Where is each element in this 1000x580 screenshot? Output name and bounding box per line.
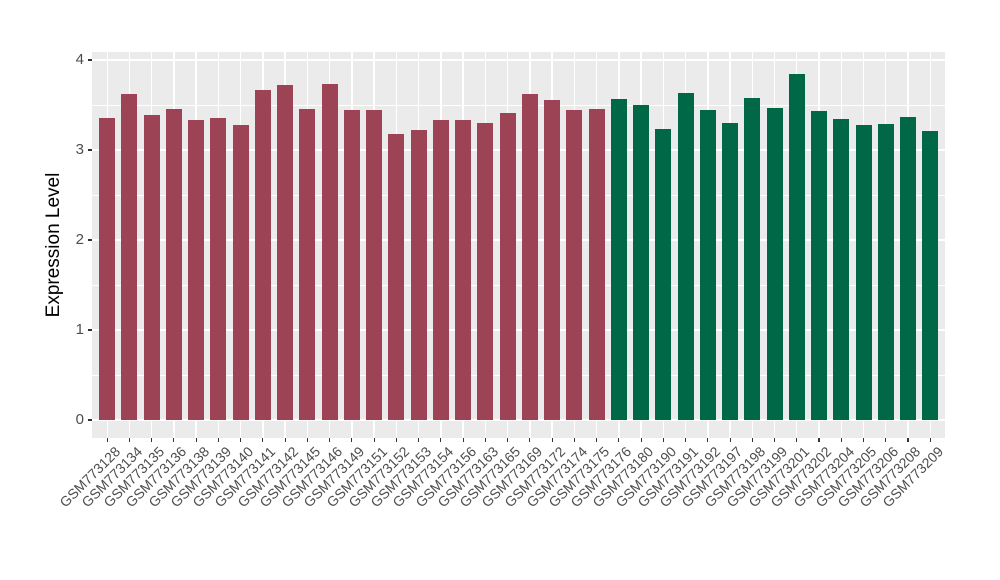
plot-panel <box>92 52 945 438</box>
bar-GSM773139 <box>210 117 227 420</box>
x-tick-mark-GSM773190 <box>662 438 664 442</box>
bar-GSM773190 <box>655 129 672 420</box>
bar-GSM773163 <box>477 123 494 420</box>
x-tick-mark-GSM773174 <box>573 438 575 442</box>
bar-GSM773206 <box>877 123 894 420</box>
bar-GSM773152 <box>388 133 405 420</box>
bar-GSM773165 <box>499 113 516 420</box>
x-tick-mark-GSM773134 <box>128 438 130 442</box>
x-tick-mark-GSM773176 <box>618 438 620 442</box>
gridline-minor-y-3.5 <box>92 104 945 106</box>
bar-GSM773202 <box>811 111 828 420</box>
bar-GSM773128 <box>99 117 116 420</box>
x-tick-mark-GSM773138 <box>195 438 197 442</box>
bar-GSM773180 <box>633 105 650 420</box>
bar-GSM773136 <box>165 108 182 420</box>
x-tick-mark-GSM773175 <box>596 438 598 442</box>
x-tick-mark-GSM773163 <box>484 438 486 442</box>
bar-GSM773209 <box>922 131 939 420</box>
y-tick-mark-4 <box>88 59 92 61</box>
bar-GSM773198 <box>744 97 761 420</box>
y-tick-label-2: 2 <box>75 231 84 248</box>
bar-GSM773145 <box>299 108 316 420</box>
y-tick-mark-1 <box>88 329 92 331</box>
x-tick-mark-GSM773136 <box>173 438 175 442</box>
bar-GSM773197 <box>722 123 739 420</box>
bar-GSM773175 <box>588 108 605 420</box>
y-tick-mark-3 <box>88 149 92 151</box>
gridline-major-y-1 <box>92 329 945 331</box>
bar-GSM773191 <box>677 93 694 420</box>
bar-GSM773146 <box>321 84 338 420</box>
x-tick-mark-GSM773204 <box>840 438 842 442</box>
x-tick-mark-GSM773156 <box>462 438 464 442</box>
bar-GSM773208 <box>900 116 917 420</box>
y-tick-label-3: 3 <box>75 141 84 158</box>
bar-GSM773174 <box>566 109 583 420</box>
gridline-major-y-3 <box>92 149 945 151</box>
x-tick-mark-GSM773191 <box>685 438 687 442</box>
x-tick-mark-GSM773141 <box>262 438 264 442</box>
x-tick-mark-GSM773154 <box>440 438 442 442</box>
x-tick-mark-GSM773202 <box>818 438 820 442</box>
bar-GSM773141 <box>254 89 271 420</box>
x-tick-mark-GSM773139 <box>217 438 219 442</box>
x-tick-mark-GSM773142 <box>284 438 286 442</box>
x-tick-mark-GSM773197 <box>729 438 731 442</box>
gridline-major-y-0 <box>92 419 945 421</box>
y-tick-mark-2 <box>88 239 92 241</box>
x-tick-mark-GSM773140 <box>240 438 242 442</box>
bar-GSM773135 <box>143 114 160 420</box>
bar-GSM773201 <box>788 74 805 420</box>
x-tick-mark-GSM773209 <box>929 438 931 442</box>
x-tick-mark-GSM773206 <box>885 438 887 442</box>
bar-GSM773176 <box>610 98 627 420</box>
x-tick-mark-GSM773128 <box>106 438 108 442</box>
bar-GSM773149 <box>343 110 360 420</box>
bar-GSM773138 <box>188 120 205 420</box>
x-tick-mark-GSM773152 <box>395 438 397 442</box>
x-tick-mark-GSM773180 <box>640 438 642 442</box>
x-tick-mark-GSM773149 <box>351 438 353 442</box>
x-tick-mark-GSM773145 <box>306 438 308 442</box>
bar-GSM773204 <box>833 119 850 420</box>
bar-GSM773156 <box>455 120 472 420</box>
x-tick-mark-GSM773169 <box>529 438 531 442</box>
x-tick-mark-GSM773172 <box>551 438 553 442</box>
x-tick-mark-GSM773192 <box>707 438 709 442</box>
x-tick-mark-GSM773151 <box>373 438 375 442</box>
bar-GSM773151 <box>366 110 383 420</box>
gridline-major-y-2 <box>92 239 945 241</box>
x-tick-mark-GSM773208 <box>907 438 909 442</box>
x-tick-mark-GSM773146 <box>329 438 331 442</box>
bar-GSM773199 <box>766 107 783 420</box>
bar-GSM773134 <box>121 94 138 420</box>
y-tick-label-4: 4 <box>75 51 84 68</box>
bar-GSM773205 <box>855 124 872 420</box>
y-tick-label-0: 0 <box>75 411 84 428</box>
x-tick-mark-GSM773199 <box>774 438 776 442</box>
x-tick-mark-GSM773153 <box>418 438 420 442</box>
bar-GSM773153 <box>410 130 427 420</box>
bar-GSM773140 <box>232 124 249 420</box>
gridline-minor-y-0.5 <box>92 374 945 376</box>
bar-GSM773154 <box>432 120 449 420</box>
bar-GSM773142 <box>277 85 294 420</box>
x-tick-mark-GSM773165 <box>507 438 509 442</box>
x-tick-mark-GSM773198 <box>751 438 753 442</box>
bar-GSM773172 <box>544 99 561 420</box>
x-tick-mark-GSM773205 <box>862 438 865 442</box>
y-tick-mark-0 <box>88 419 92 421</box>
x-tick-mark-GSM773135 <box>151 438 153 442</box>
gridline-minor-y-1.5 <box>92 284 945 286</box>
gridline-minor-y-2.5 <box>92 194 945 196</box>
bar-GSM773169 <box>521 94 538 420</box>
y-tick-label-1: 1 <box>75 321 84 338</box>
gridline-major-y-4 <box>92 59 945 61</box>
bar-GSM773192 <box>699 110 716 420</box>
x-tick-mark-GSM773201 <box>796 438 798 442</box>
